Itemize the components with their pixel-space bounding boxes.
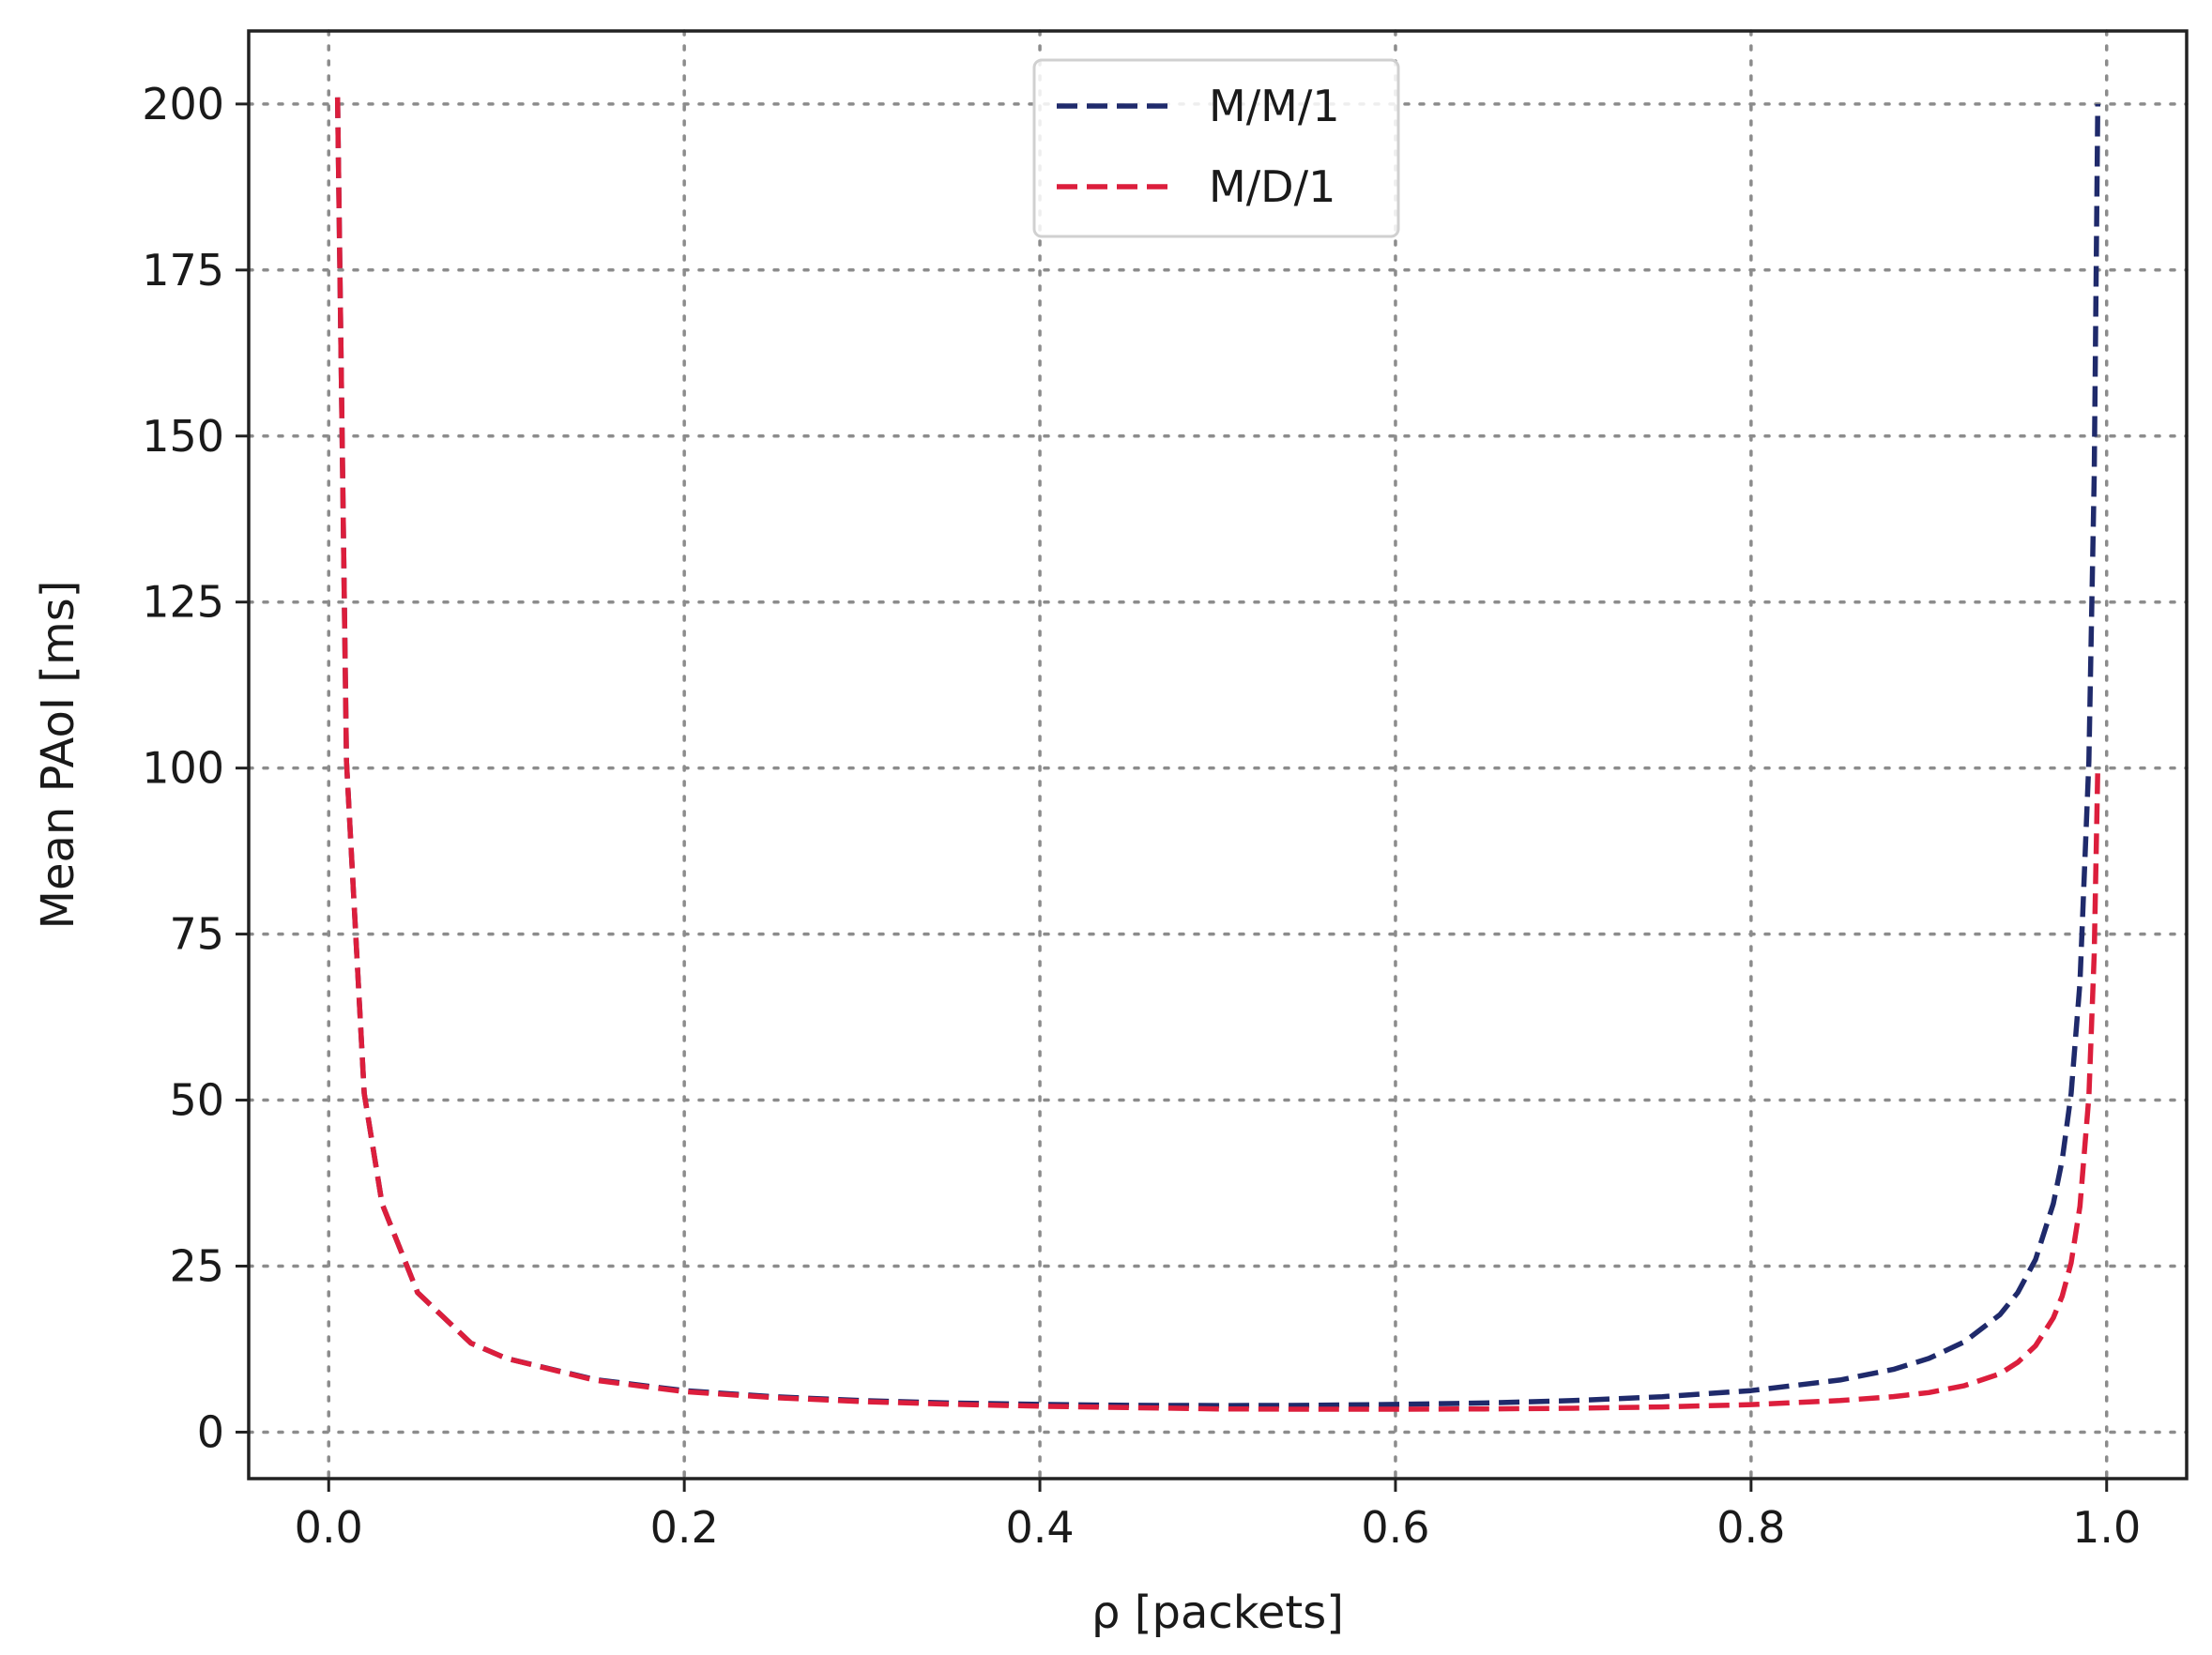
y-tick-label: 125 bbox=[142, 577, 224, 628]
ticks: 0.0 0.2 0.4 0.6 0.8 1.0 0 25 50 75 100 125 150 175 200 bbox=[142, 79, 2141, 1553]
y-tick-label: 75 bbox=[169, 909, 224, 960]
x-tick-label: 0.6 bbox=[1361, 1502, 1429, 1553]
series-line-md1 bbox=[334, 97, 2101, 1412]
y-tick-label: 200 bbox=[142, 79, 224, 129]
legend: M/M/1 M/D/1 bbox=[1032, 58, 1400, 238]
x-tick-label: 0.0 bbox=[295, 1502, 363, 1553]
x-tick-label: 0.2 bbox=[650, 1502, 719, 1553]
x-tick-label: 0.4 bbox=[1005, 1502, 1074, 1553]
y-tick-label: 150 bbox=[142, 411, 224, 462]
y-tick-label: 175 bbox=[142, 245, 224, 296]
x-axis-label: ρ [packets] bbox=[1091, 1587, 1344, 1639]
x-tick-label: 0.8 bbox=[1716, 1502, 1785, 1553]
y-tick-label: 0 bbox=[197, 1406, 224, 1457]
y-tick-label: 25 bbox=[169, 1241, 224, 1292]
series-layer bbox=[334, 97, 2101, 1412]
y-axis-label: Mean PAoI [ms] bbox=[32, 581, 84, 930]
y-tick-label: 100 bbox=[142, 743, 224, 794]
x-tick-label: 1.0 bbox=[2072, 1502, 2141, 1553]
grid bbox=[247, 29, 2189, 1480]
legend-label-mm1: M/M/1 bbox=[1209, 81, 1340, 131]
legend-label-md1: M/D/1 bbox=[1209, 161, 1335, 212]
y-tick-label: 50 bbox=[169, 1075, 224, 1126]
plot-frame bbox=[247, 29, 2189, 1480]
